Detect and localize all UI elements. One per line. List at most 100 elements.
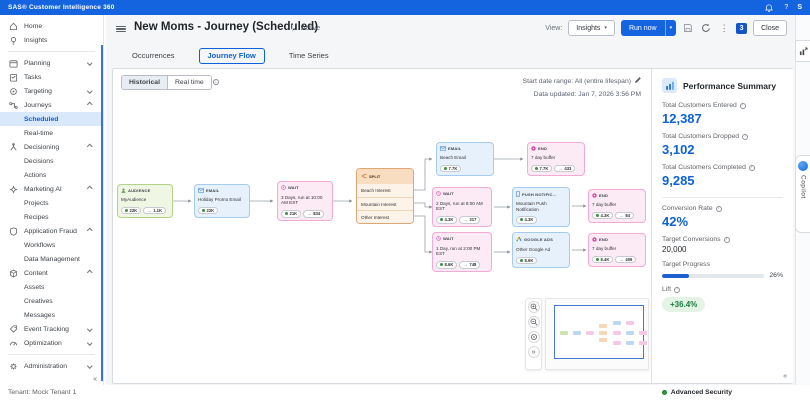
sidebar-divider bbox=[8, 354, 95, 355]
flow-node-push-notification[interactable]: PUSH NOTIFIC... Mountain Push Notificati… bbox=[512, 187, 570, 227]
minimap-viewport[interactable] bbox=[554, 305, 644, 359]
info-icon[interactable] bbox=[674, 286, 681, 293]
info-icon[interactable] bbox=[748, 164, 755, 171]
flow-node-end-bottom[interactable]: END 7 day buffer 8.4K → 406 bbox=[588, 233, 646, 267]
entered-count-badge: 8.6K bbox=[436, 261, 458, 269]
sidebar-item-optimization[interactable]: Optimization bbox=[0, 336, 103, 350]
copilot-icon bbox=[798, 161, 808, 171]
sidebar-item-application-fraud[interactable]: Application Fraud bbox=[0, 224, 103, 238]
sidebar-item-journeys[interactable]: Journeys bbox=[0, 98, 103, 112]
total-customers-completed-value: 9,285 bbox=[662, 173, 695, 188]
sidebar-item-administration[interactable]: Administration bbox=[0, 359, 103, 373]
flow-node-split[interactable]: SPLIT Beach Interest Mountain Interest O… bbox=[356, 168, 414, 224]
minimap-collapse-button[interactable]: » bbox=[527, 346, 540, 358]
tab-time-series[interactable]: Time Series bbox=[288, 51, 329, 60]
sidebar-item-insights[interactable]: Insights bbox=[0, 33, 103, 47]
lift-value-badge: +36.4% bbox=[662, 297, 706, 312]
real-time-toggle[interactable]: Real time bbox=[167, 76, 211, 89]
split-branch-mountain[interactable]: Mountain Interest bbox=[357, 197, 413, 210]
sidebar-item-real-time[interactable]: Real-time bbox=[24, 129, 54, 137]
flow-node-audience[interactable]: AUDIENCE MyAudience 22K → 1.1K bbox=[117, 184, 173, 218]
refresh-icon[interactable] bbox=[700, 22, 712, 34]
exited-count-badge: → 317 bbox=[459, 216, 481, 224]
sidebar-item-assets[interactable]: Assets bbox=[24, 283, 45, 291]
sidebar-item-data-management[interactable]: Data Management bbox=[24, 255, 80, 263]
sidebar-collapse-button[interactable]: « bbox=[93, 376, 97, 383]
sidebar-item-content[interactable]: Content bbox=[0, 266, 103, 280]
sidebar-item-recipes[interactable]: Recipes bbox=[24, 213, 49, 221]
copilot-tab[interactable]: Copilot bbox=[795, 155, 810, 233]
home-icon bbox=[8, 21, 18, 31]
help-icon[interactable]: ? bbox=[784, 4, 789, 11]
sidebar-item-messages[interactable]: Messages bbox=[24, 311, 55, 319]
info-icon[interactable] bbox=[715, 205, 722, 212]
flow-node-wait-3[interactable]: WAIT 1 Day, run at 2:00 PM EST 8.6K → 748 bbox=[432, 232, 492, 272]
sidebar-item-event-tracking[interactable]: Event Tracking bbox=[0, 322, 103, 336]
save-icon[interactable] bbox=[682, 22, 694, 34]
metric-label: Total Customers Completed bbox=[662, 164, 746, 171]
tab-journey-flow[interactable]: Journey Flow bbox=[198, 47, 265, 64]
historical-toggle[interactable]: Historical bbox=[122, 76, 168, 89]
marketing-ai-icon bbox=[8, 184, 18, 194]
view-insights-dropdown[interactable]: Insights ▾ bbox=[568, 20, 615, 36]
minimap[interactable] bbox=[545, 298, 649, 370]
mode-info-icon[interactable] bbox=[213, 79, 219, 85]
target-progress-percent: 26% bbox=[769, 272, 783, 279]
flow-node-end-mid[interactable]: END 7 day buffer 4.3K → 84 bbox=[588, 189, 646, 223]
info-icon[interactable] bbox=[742, 133, 749, 140]
wait-clock-icon bbox=[281, 184, 286, 191]
flow-node-google-ads[interactable]: GOOGLE ADS Other Google Ad 8.6K bbox=[512, 232, 570, 268]
notifications-bell-icon[interactable] bbox=[763, 2, 775, 14]
flow-node-email-beach[interactable]: EMAIL Beach Email 7.7K bbox=[436, 142, 494, 176]
sidebar-item-actions[interactable]: Actions bbox=[24, 171, 47, 179]
sidebar-item-planning[interactable]: Planning bbox=[0, 56, 103, 70]
flow-node-wait-1[interactable]: WAIT 3 Days, run at 10:00 AM EST 21K → 834 bbox=[277, 181, 333, 221]
sidebar-resize-handle[interactable] bbox=[101, 45, 103, 381]
flow-node-wait-2[interactable]: WAIT 2 Days, run at 8:00 AM EST 4.3K → 317 bbox=[432, 187, 492, 227]
close-button[interactable]: Close bbox=[753, 20, 787, 36]
flow-node-email-holiday[interactable]: EMAIL Holiday Promo Email 22K bbox=[194, 184, 250, 218]
tasks-icon bbox=[8, 72, 18, 82]
sidebar-item-creatives[interactable]: Creatives bbox=[24, 297, 53, 305]
avatar[interactable]: S bbox=[797, 4, 802, 11]
canvas-toolbar: » bbox=[525, 298, 542, 370]
journey-list-toggle-icon[interactable] bbox=[116, 24, 126, 33]
tab-occurrences[interactable]: Occurrences bbox=[132, 51, 175, 60]
split-branch-other[interactable]: Other Interest bbox=[357, 210, 413, 223]
top-app-bar: SAS® Customer Intelligence 360 ? S bbox=[0, 0, 810, 15]
sidebar-item-marketing-ai[interactable]: Marketing AI bbox=[0, 182, 103, 196]
sidebar-item-workflows[interactable]: Workflows bbox=[24, 241, 56, 249]
total-customers-entered-value: 12,387 bbox=[662, 111, 702, 126]
export-report-tab[interactable] bbox=[795, 40, 810, 62]
sidebar-item-home[interactable]: Home bbox=[0, 19, 103, 33]
chevron-down-icon bbox=[86, 60, 92, 66]
targeting-icon bbox=[8, 86, 18, 96]
split-branch-beach[interactable]: Beach Interest bbox=[357, 184, 413, 197]
edit-date-range-icon[interactable] bbox=[634, 77, 641, 89]
more-options-kebab-icon[interactable]: ⋮ bbox=[719, 22, 729, 33]
flow-canvas[interactable]: Historical Real time Start date range: A… bbox=[113, 69, 651, 383]
notification-count-badge[interactable]: 3 bbox=[736, 22, 748, 34]
sidebar-item-tasks[interactable]: Tasks bbox=[0, 70, 103, 84]
info-icon[interactable] bbox=[739, 102, 746, 109]
metric-label: Conversion Rate bbox=[662, 205, 713, 212]
fit-to-view-button[interactable] bbox=[527, 331, 540, 343]
application-fraud-icon bbox=[8, 226, 18, 236]
run-options-caret[interactable]: ▾ bbox=[664, 20, 677, 36]
sidebar-item-scheduled[interactable]: Scheduled bbox=[0, 112, 103, 126]
zoom-in-button[interactable] bbox=[527, 301, 540, 313]
summary-collapse-button[interactable]: « bbox=[783, 373, 787, 380]
info-icon[interactable] bbox=[723, 236, 730, 243]
chevron-down-icon bbox=[86, 340, 92, 346]
run-now-button[interactable]: Run now ▾ bbox=[620, 20, 677, 36]
zoom-out-button[interactable] bbox=[527, 316, 540, 328]
flow-node-end-top[interactable]: END 7 day buffer 7.7K → 433 bbox=[527, 142, 585, 176]
conversion-rate-value: 42% bbox=[662, 214, 689, 229]
sidebar-divider bbox=[8, 51, 95, 52]
sidebar-item-decisioning[interactable]: Decisioning bbox=[0, 140, 103, 154]
sidebar-item-targeting[interactable]: Targeting bbox=[0, 84, 103, 98]
exited-count-badge: → 748 bbox=[459, 261, 481, 269]
sidebar-item-decisions[interactable]: Decisions bbox=[24, 157, 54, 165]
right-rail: Copilot bbox=[795, 15, 810, 385]
sidebar-item-projects[interactable]: Projects bbox=[24, 199, 49, 207]
